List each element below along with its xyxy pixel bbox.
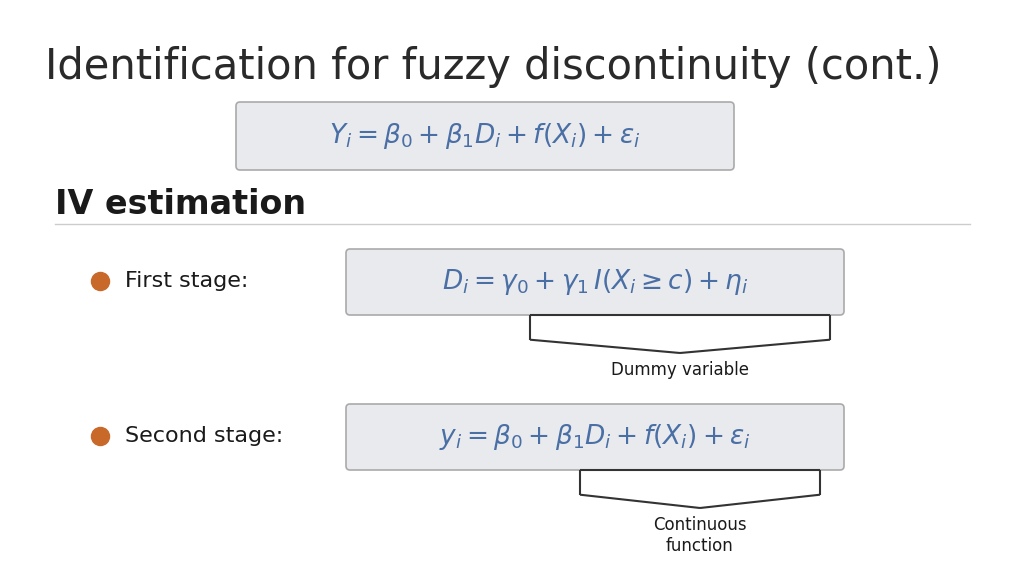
Text: First stage:: First stage: xyxy=(125,271,249,291)
Text: $Y_i = \beta_0 + \beta_1 D_i + f(X_i) + \varepsilon_i$: $Y_i = \beta_0 + \beta_1 D_i + f(X_i) + … xyxy=(330,121,641,151)
Text: Dummy variable: Dummy variable xyxy=(611,361,749,379)
Text: IV estimation: IV estimation xyxy=(55,188,306,221)
Text: Identification for fuzzy discontinuity (cont.): Identification for fuzzy discontinuity (… xyxy=(45,46,941,88)
Text: Second stage:: Second stage: xyxy=(125,426,284,446)
FancyBboxPatch shape xyxy=(346,404,844,470)
Text: $y_i = \beta_0 + \beta_1 D_i + f(X_i) + \varepsilon_i$: $y_i = \beta_0 + \beta_1 D_i + f(X_i) + … xyxy=(439,422,751,452)
FancyBboxPatch shape xyxy=(346,249,844,315)
FancyBboxPatch shape xyxy=(236,102,734,170)
Text: $D_i = \gamma_0 + \gamma_1\, \mathit{I}(X_i \geq c) + \eta_i$: $D_i = \gamma_0 + \gamma_1\, \mathit{I}(… xyxy=(441,267,749,297)
Text: Continuous
function: Continuous function xyxy=(653,516,746,555)
